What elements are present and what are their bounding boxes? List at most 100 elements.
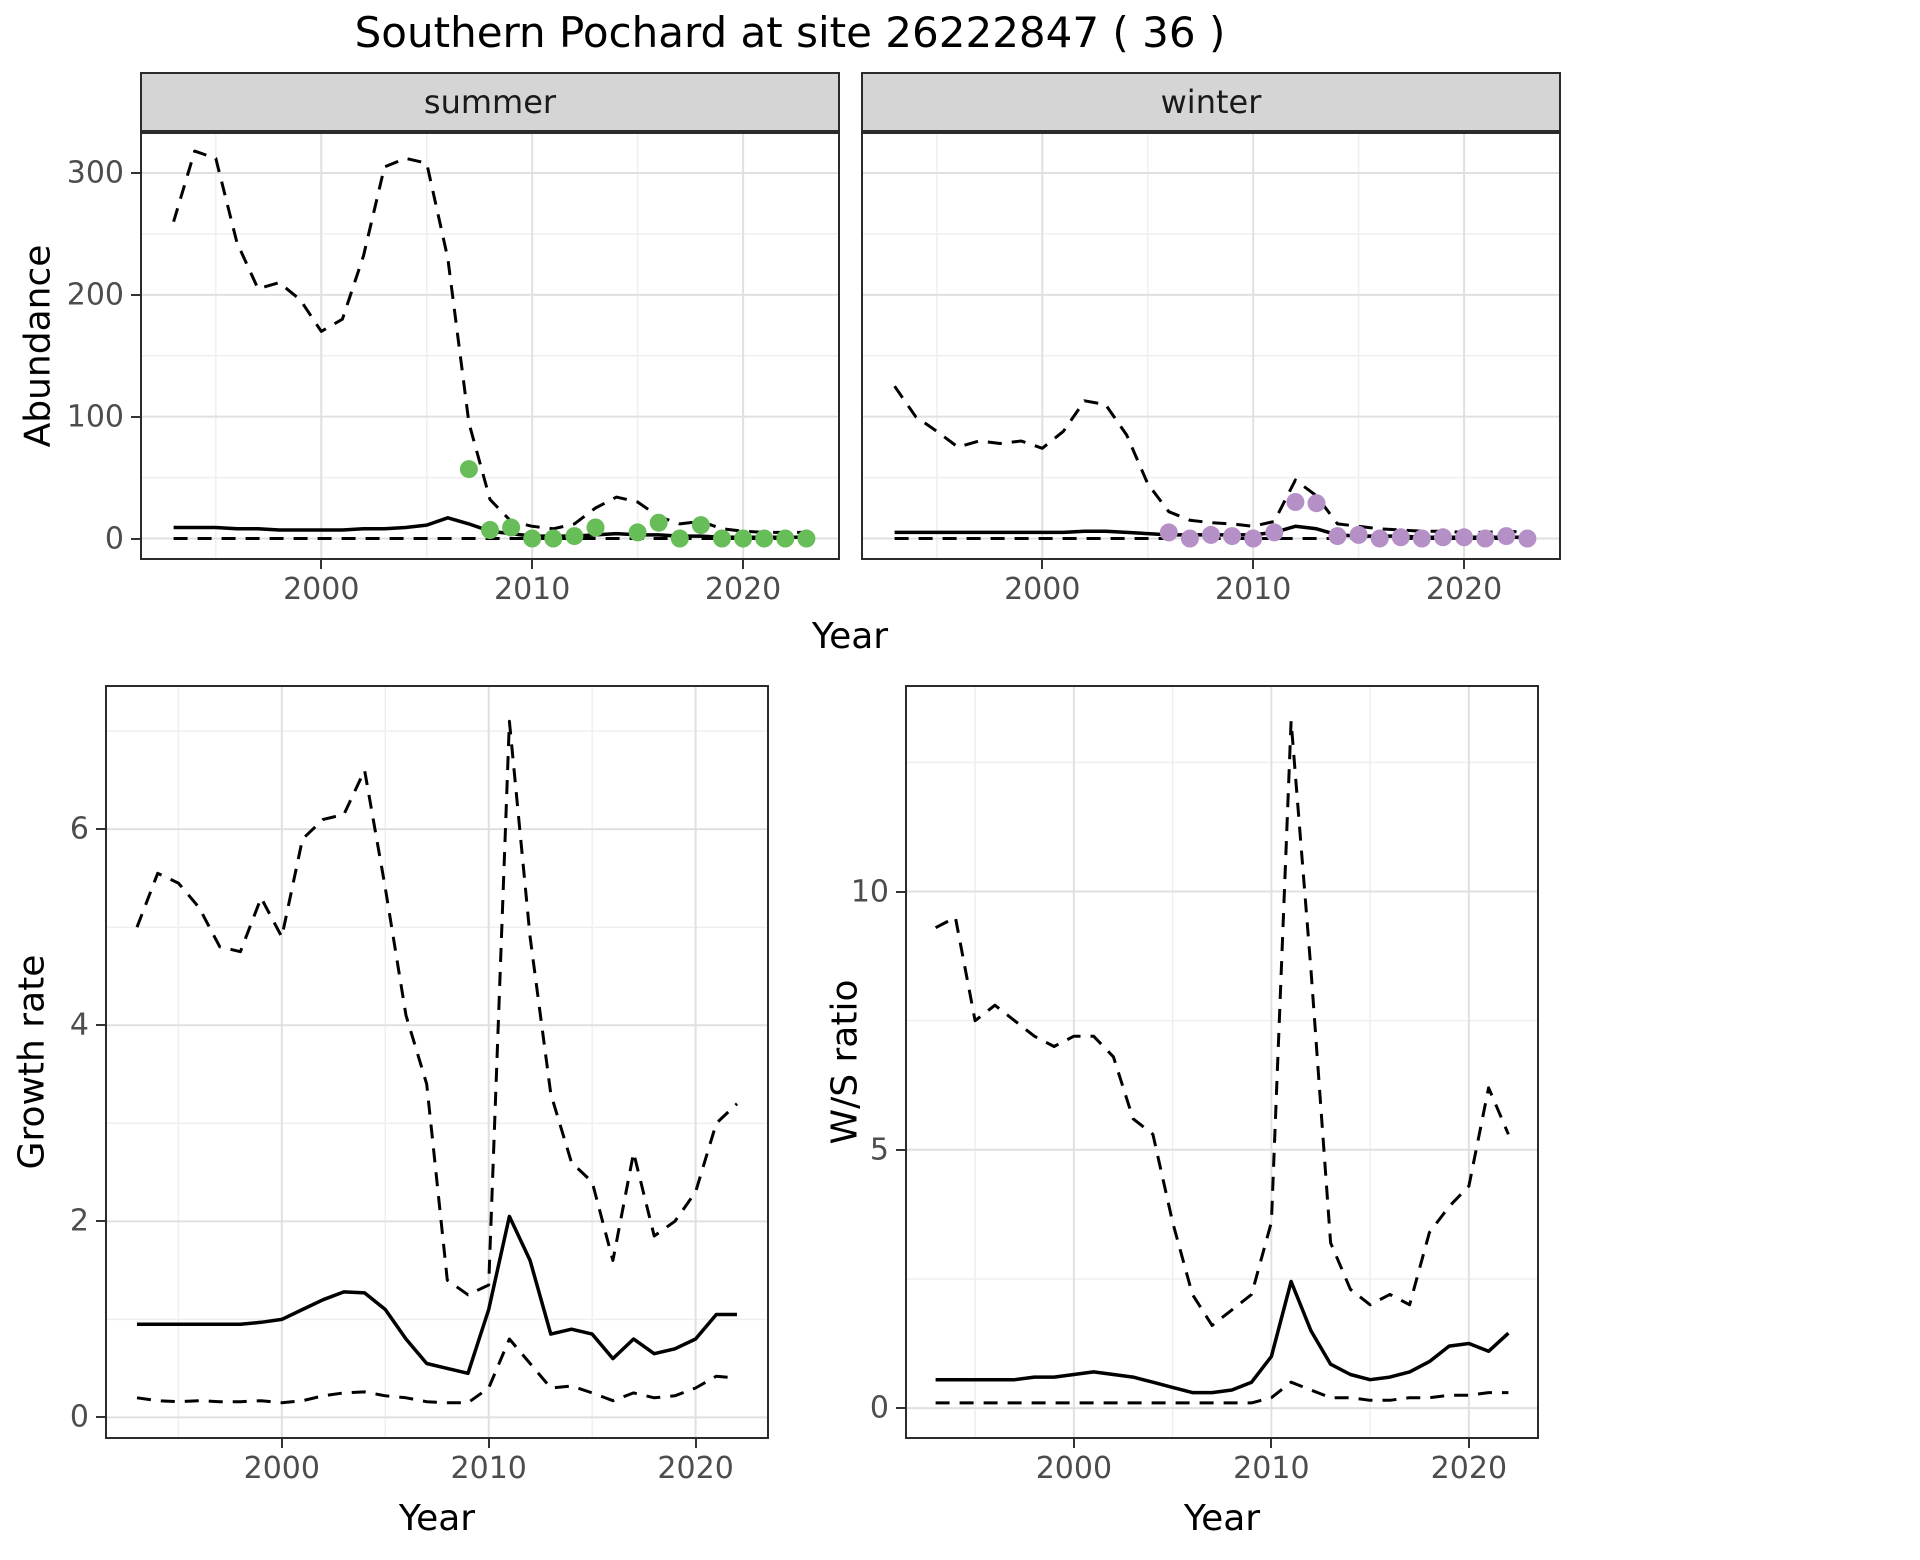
growth-y-axis-title: Growth rate [11, 954, 53, 1170]
x-tick-label: 2020 [704, 572, 782, 607]
observed-counts-summer-point [649, 513, 668, 532]
observed-counts-winter-point [1286, 493, 1305, 511]
ws-ratio-panel [905, 685, 1539, 1439]
y-tick-mark [896, 1148, 905, 1151]
growth-x-axis-title: Year [398, 1498, 476, 1539]
y-tick-label: 0 [104, 521, 124, 556]
x-tick-mark [1252, 560, 1255, 569]
observed-counts-summer-point [734, 529, 753, 548]
growth-rate-panel [105, 685, 769, 1439]
x-tick-label: 2000 [283, 572, 360, 607]
y-tick-mark [131, 537, 140, 540]
growth-rate-lower_ci-line [136, 1337, 738, 1405]
observed-counts-summer-point [755, 529, 774, 548]
observed-counts-summer-point [797, 529, 816, 548]
observed-counts-summer-point [481, 521, 499, 539]
x-tick-mark [531, 560, 534, 569]
growth-rate-upper_ci-line [135, 719, 739, 1297]
observed-counts-winter-point [1412, 529, 1431, 548]
x-tick-mark [1041, 560, 1044, 569]
observed-counts-winter-point [1455, 528, 1474, 547]
x-tick-label: 2020 [657, 1451, 734, 1486]
x-tick-mark [320, 560, 323, 569]
y-tick-mark [96, 828, 105, 831]
x-tick-label: 2010 [1214, 572, 1292, 607]
y-tick-label: 10 [850, 874, 889, 910]
x-tick-mark [1072, 1439, 1075, 1448]
plot-title: Southern Pochard at site 26222847 ( 36 ) [354, 8, 1226, 57]
x-tick-mark [487, 1439, 490, 1448]
observed-counts-winter-point [1391, 528, 1410, 547]
y-tick-mark [896, 890, 905, 893]
observed-counts-winter-point [1497, 527, 1516, 546]
observed-counts-winter-point [1328, 527, 1347, 546]
ws-ratio-lower_ci-line [935, 1380, 1509, 1405]
ws-ratio-median-line [935, 1279, 1510, 1395]
observed-counts-winter-point [1180, 529, 1199, 548]
observed-counts-summer-point [713, 529, 731, 548]
facet-strip-summer-label: summer [423, 83, 557, 121]
observed-counts-winter-point [1307, 494, 1326, 513]
facet-strip-summer: summer [140, 72, 840, 132]
abundance-summer-canvas [142, 134, 838, 558]
x-tick-label: 2020 [1425, 572, 1503, 607]
y-tick-label: 5 [869, 1132, 889, 1168]
x-tick-mark [1270, 1439, 1273, 1448]
y-tick-label: 6 [69, 811, 89, 847]
observed-counts-summer-point [544, 529, 563, 548]
observed-counts-winter-point [1265, 523, 1284, 542]
observed-counts-winter-point [1244, 529, 1263, 548]
abundance-y-axis-title: Abundance [17, 244, 59, 448]
y-tick-mark [131, 415, 140, 418]
observed-counts-summer-point [776, 529, 795, 548]
x-tick-mark [1467, 1439, 1470, 1448]
observed-counts-winter-point [1518, 529, 1537, 548]
observed-counts-summer-point [628, 523, 647, 542]
observed-counts-summer-point [502, 518, 521, 537]
ratio-x-axis-title: Year [1183, 1498, 1261, 1539]
observed-counts-winter-point [1434, 528, 1452, 547]
y-tick-label: 300 [66, 155, 124, 191]
observed-counts-summer-point [459, 460, 478, 479]
x-tick-label: 2010 [1233, 1451, 1310, 1486]
ws-ratio-canvas [907, 687, 1537, 1437]
abundance-winter-upper_ci-line [893, 385, 1528, 534]
abundance-summer-upper_ci-line [172, 149, 807, 534]
y-tick-mark [131, 171, 140, 174]
y-tick-label: 0 [869, 1390, 889, 1426]
x-tick-label: 2010 [493, 572, 571, 607]
y-tick-label: 100 [66, 399, 124, 435]
y-tick-label: 0 [69, 1399, 89, 1435]
observed-counts-summer-point [523, 529, 542, 548]
abundance-winter-panel [861, 132, 1561, 560]
observed-counts-winter-point [1476, 529, 1495, 548]
observed-counts-summer-point [691, 516, 710, 535]
ratio-y-axis-title: W/S ratio [824, 979, 866, 1145]
observed-counts-summer-point [586, 518, 605, 537]
facet-strip-winter: winter [861, 72, 1561, 132]
observed-counts-winter-point [1349, 525, 1368, 544]
y-tick-mark [96, 1220, 105, 1223]
growth-rate-median-line [137, 1214, 737, 1376]
y-tick-mark [131, 293, 140, 296]
y-tick-label: 4 [69, 1007, 89, 1043]
observed-counts-winter-point [1223, 527, 1242, 546]
x-tick-label: 2020 [1430, 1451, 1508, 1486]
observed-counts-winter-point [1159, 523, 1178, 542]
x-tick-label: 2010 [450, 1451, 527, 1486]
ws-ratio-upper_ci-line [934, 719, 1510, 1327]
abundance-x-axis-title: Year [811, 616, 889, 657]
abundance-winter-canvas [863, 134, 1559, 558]
observed-counts-winter-point [1370, 529, 1389, 548]
abundance-summer-panel [140, 132, 840, 560]
observed-counts-summer-point [670, 529, 689, 548]
facet-strip-winter-label: winter [1160, 83, 1262, 121]
observed-counts-winter-point [1202, 525, 1220, 544]
y-tick-mark [96, 1024, 105, 1027]
x-tick-mark [280, 1439, 283, 1448]
y-tick-mark [896, 1407, 905, 1410]
x-tick-label: 2000 [243, 1451, 320, 1486]
growth-rate-canvas [107, 687, 767, 1437]
y-tick-mark [96, 1416, 105, 1419]
